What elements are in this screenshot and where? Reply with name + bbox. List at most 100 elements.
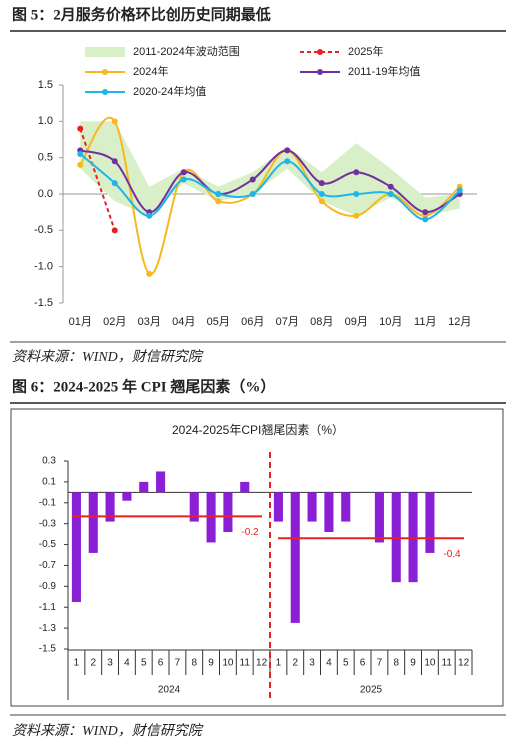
legend-label: 2020-24年均值: [133, 84, 206, 98]
figure-title: 图 5：2月服务价格环比创历史同期最低: [12, 5, 271, 23]
y-tick-label: -0.5: [34, 224, 53, 236]
legend-swatch: [85, 47, 125, 57]
x-tick-label: 8: [191, 658, 197, 669]
point: [146, 270, 153, 277]
x-tick-label: 12月: [448, 316, 471, 328]
group-label: 2024: [158, 685, 181, 696]
point: [111, 118, 118, 125]
x-tick-label: 3: [309, 658, 315, 669]
point: [318, 191, 325, 197]
y-tick-label: 0.0: [38, 188, 53, 200]
bar: [307, 492, 317, 522]
point: [387, 183, 394, 190]
point: [284, 147, 291, 154]
legend-marker: [317, 69, 323, 75]
x-tick-label: 03月: [138, 316, 161, 328]
point: [353, 212, 360, 219]
series-line: [79, 128, 116, 231]
x-tick-label: 08月: [310, 316, 333, 328]
point: [111, 180, 118, 187]
legend-label: 2011-2024年波动范围: [133, 44, 240, 58]
bar: [290, 492, 300, 623]
point: [77, 161, 84, 168]
bar: [425, 492, 435, 553]
y-tick-label: -1.3: [39, 623, 57, 634]
y-tick-label: -0.7: [39, 560, 57, 571]
point: [387, 191, 394, 197]
point: [249, 176, 256, 183]
bar: [240, 481, 250, 493]
y-tick-label: -0.3: [39, 518, 57, 529]
point: [77, 151, 84, 158]
bar: [374, 492, 384, 543]
x-tick-label: 06月: [241, 316, 264, 328]
bar: [408, 492, 418, 583]
average-label: -0.4: [443, 549, 461, 560]
y-tick-label: -1.5: [34, 297, 53, 309]
x-tick-label: 9: [208, 658, 214, 669]
x-tick-label: 02月: [103, 316, 126, 328]
point: [146, 212, 153, 219]
point: [215, 198, 222, 205]
x-tick-label: 10月: [379, 316, 402, 328]
x-tick-label: 12: [458, 658, 470, 669]
point: [249, 191, 256, 197]
x-tick-label: 7: [175, 658, 181, 669]
bar: [324, 492, 334, 533]
x-tick-label: 4: [124, 658, 130, 669]
point: [284, 158, 291, 165]
y-tick-label: -0.1: [39, 497, 57, 508]
point: [353, 169, 360, 176]
x-tick-label: 1: [74, 658, 80, 669]
x-tick-label: 01月: [69, 316, 92, 328]
point: [111, 158, 118, 165]
x-tick-label: 7: [377, 658, 383, 669]
x-tick-label: 12: [256, 658, 268, 669]
group-label: 2025: [360, 685, 383, 696]
y-tick-label: 0.5: [38, 152, 53, 164]
y-tick-label: -0.5: [39, 539, 57, 550]
x-tick-label: 4: [326, 658, 332, 669]
x-tick-label: 3: [107, 658, 113, 669]
point: [215, 191, 222, 197]
x-tick-label: 11: [442, 658, 453, 669]
bar: [139, 481, 149, 493]
x-tick-label: 10: [222, 658, 234, 669]
y-tick-label: 1.0: [38, 115, 53, 127]
x-tick-label: 6: [360, 658, 366, 669]
x-tick-label: 09月: [345, 316, 368, 328]
point: [422, 216, 429, 223]
point: [111, 227, 118, 234]
x-tick-label: 07月: [276, 316, 299, 328]
bar: [341, 492, 351, 522]
y-tick-label: -0.9: [39, 581, 57, 592]
bar: [88, 492, 98, 553]
point: [422, 209, 429, 216]
point: [318, 198, 325, 205]
y-tick-label: 0.3: [42, 456, 56, 467]
point: [353, 191, 360, 197]
x-tick-label: 5: [343, 658, 349, 669]
point: [318, 180, 325, 187]
x-tick-label: 6: [158, 658, 164, 669]
x-tick-label: 04月: [172, 316, 195, 328]
x-tick-label: 10: [424, 658, 436, 669]
bar: [391, 492, 401, 583]
chart-title: 2024-2025年CPI翘尾因素（%）: [172, 423, 344, 437]
legend-marker: [102, 69, 108, 75]
legend-label: 2011-19年均值: [348, 64, 421, 78]
x-tick-label: 11: [240, 658, 251, 669]
bar: [189, 492, 199, 522]
y-tick-label: 0.1: [42, 477, 56, 488]
source: 资料来源：WIND，财信研究院: [12, 723, 204, 739]
x-tick-label: 8: [393, 658, 399, 669]
average-label: -0.2: [241, 527, 259, 538]
bar: [71, 492, 81, 602]
bar: [223, 492, 233, 533]
x-tick-label: 5: [141, 658, 147, 669]
y-tick-label: -1.5: [39, 644, 57, 655]
point: [77, 125, 84, 132]
bar: [156, 471, 166, 493]
point: [456, 187, 463, 194]
